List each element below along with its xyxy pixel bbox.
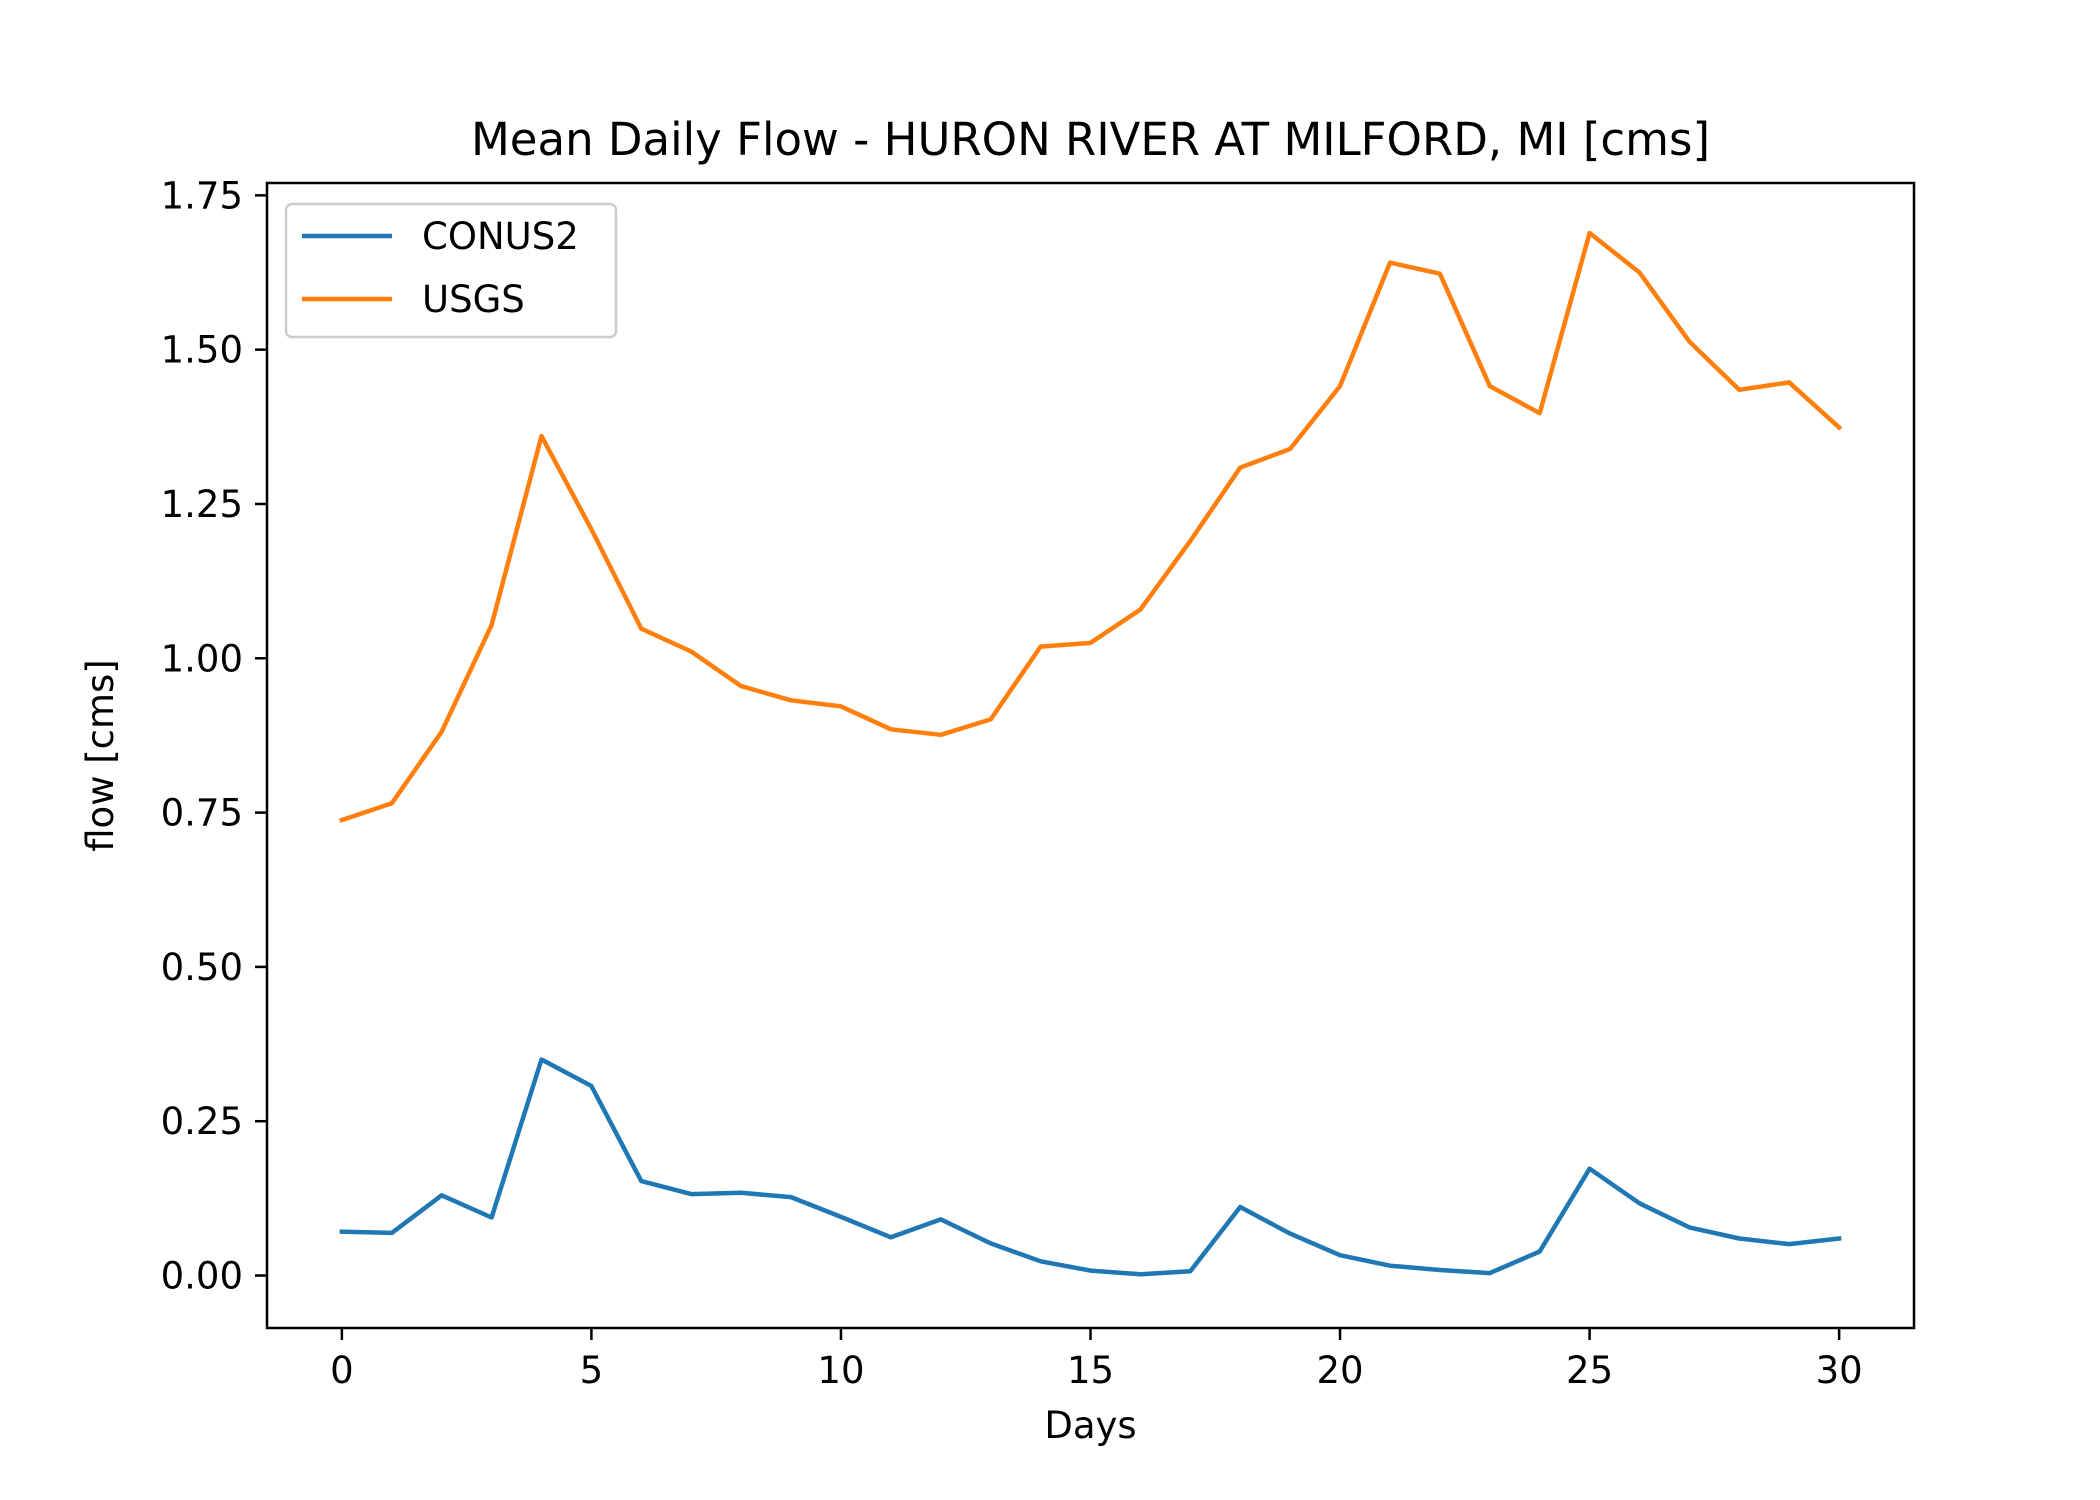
x-tick-label: 25 — [1566, 1349, 1613, 1392]
y-tick-label: 1.25 — [161, 483, 243, 526]
x-tick-label: 20 — [1316, 1349, 1363, 1392]
y-axis-ticks: 0.00 0.25 0.50 0.75 1.00 1.25 1.50 1.75 — [161, 174, 267, 1298]
legend-label-conus2: CONUS2 — [422, 215, 579, 258]
series-line-conus2 — [339, 1057, 1842, 1277]
legend: CONUS2 USGS — [284, 202, 618, 339]
y-tick-label: 1.00 — [161, 637, 243, 680]
y-tick-label: 0.25 — [161, 1100, 243, 1143]
x-tick-label: 15 — [1067, 1349, 1114, 1392]
y-axis-title: flow [cms] — [79, 659, 122, 852]
x-tick-label: 5 — [580, 1349, 604, 1392]
y-tick-label: 0.75 — [161, 792, 243, 835]
legend-label-usgs: USGS — [422, 278, 525, 321]
chart-title: Mean Daily Flow - HURON RIVER AT MILFORD… — [471, 113, 1710, 166]
y-tick-label: 0.00 — [161, 1255, 243, 1298]
x-tick-label: 0 — [330, 1349, 354, 1392]
y-tick-label: 1.75 — [161, 174, 243, 217]
x-axis-title: Days — [1044, 1404, 1136, 1447]
x-axis-ticks: 0 5 10 15 20 25 30 — [330, 1328, 1863, 1392]
x-tick-label: 10 — [817, 1349, 864, 1392]
series-line-usgs — [339, 230, 1843, 823]
y-tick-label: 1.50 — [161, 329, 243, 372]
y-tick-label: 0.50 — [161, 946, 243, 989]
series-layer — [339, 230, 1843, 1277]
x-tick-label: 30 — [1816, 1349, 1863, 1392]
